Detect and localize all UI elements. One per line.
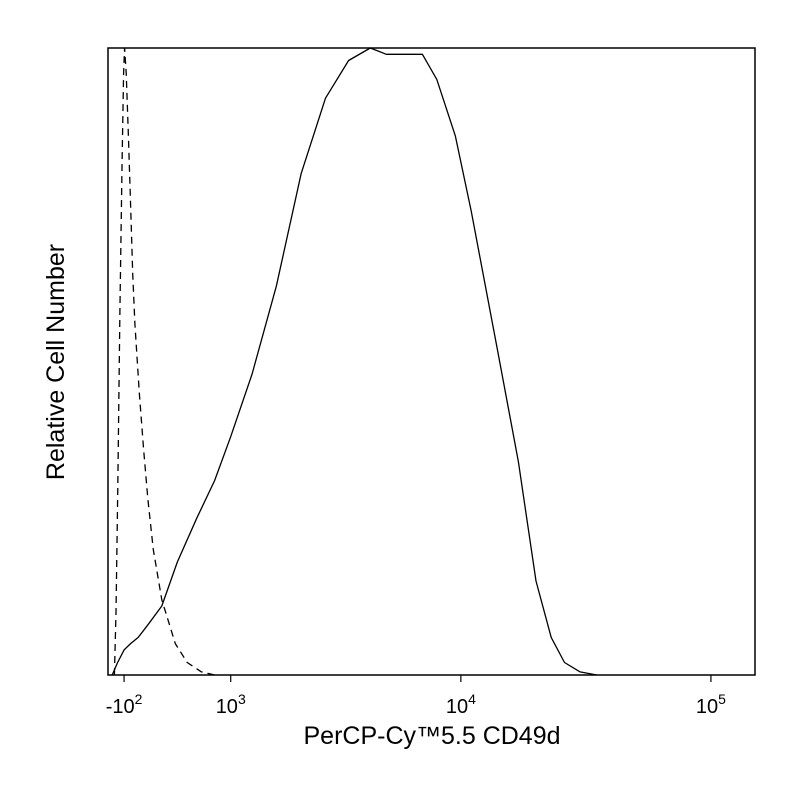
series-line-solid (111, 47, 597, 676)
x-axis-label: PerCP-Cy™5.5 CD49d (303, 722, 560, 750)
x-tick-label: 103 (216, 691, 246, 718)
y-axis-label: Relative Cell Number (42, 244, 70, 480)
x-tick-label: -102 (106, 691, 143, 718)
x-tick-label: 104 (446, 691, 476, 718)
series-group (111, 47, 597, 676)
x-tick-label: 105 (696, 691, 726, 718)
series-line-dashed (113, 47, 215, 676)
plot-frame (107, 47, 756, 676)
x-ticks: -102 103 104 105 (106, 675, 726, 718)
